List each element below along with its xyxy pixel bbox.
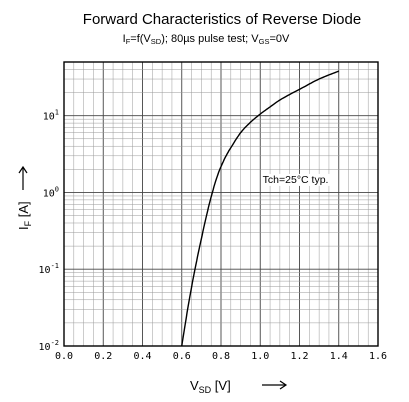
chart-subtitle: IF=f(VSD); 80µs pulse test; VGS=0V xyxy=(123,33,290,46)
grid xyxy=(63,61,379,347)
x-axis-arrowhead-icon xyxy=(279,380,288,390)
y-axis-arrowhead-icon xyxy=(18,165,28,174)
x-tick-label: 1.0 xyxy=(251,351,269,362)
curve-layer xyxy=(181,70,339,347)
annotation-label: Tch=25°C typ. xyxy=(263,174,329,186)
x-tick-label: 0.0 xyxy=(55,351,73,362)
x-axis-label: VSD [V] xyxy=(190,378,288,395)
forward-curve xyxy=(181,70,339,347)
x-tick-label: 0.2 xyxy=(94,351,112,362)
annotations: Tch=25°C typ. xyxy=(261,173,330,186)
x-tick-labels: 0.0 0.2 0.4 0.6 0.8 1.0 1.2 1.4 1.6 xyxy=(55,351,387,362)
y-tick-label: 101 xyxy=(43,109,59,123)
y-axis-label-text: IF [A] xyxy=(16,201,33,230)
plot-frame xyxy=(63,61,379,347)
y-tick-label: 10-1 xyxy=(39,262,59,276)
x-tick-label: 1.2 xyxy=(290,351,308,362)
x-tick-label: 0.4 xyxy=(133,351,151,362)
y-tick-labels: 10-2 10-1 100 101 xyxy=(39,109,59,353)
x-tick-label: 0.6 xyxy=(173,351,191,362)
x-tick-label: 0.8 xyxy=(212,351,230,362)
y-tick-label: 100 xyxy=(43,185,59,199)
x-axis-label-text: VSD [V] xyxy=(190,378,231,395)
annotation-background xyxy=(261,173,330,186)
x-tick-label: 1.4 xyxy=(330,351,348,362)
chart-title: Forward Characteristics of Reverse Diode xyxy=(83,11,361,28)
x-tick-label: 1.6 xyxy=(369,351,387,362)
y-tick-label: 10-2 xyxy=(39,339,59,353)
y-axis-label: IF [A] xyxy=(16,165,33,230)
